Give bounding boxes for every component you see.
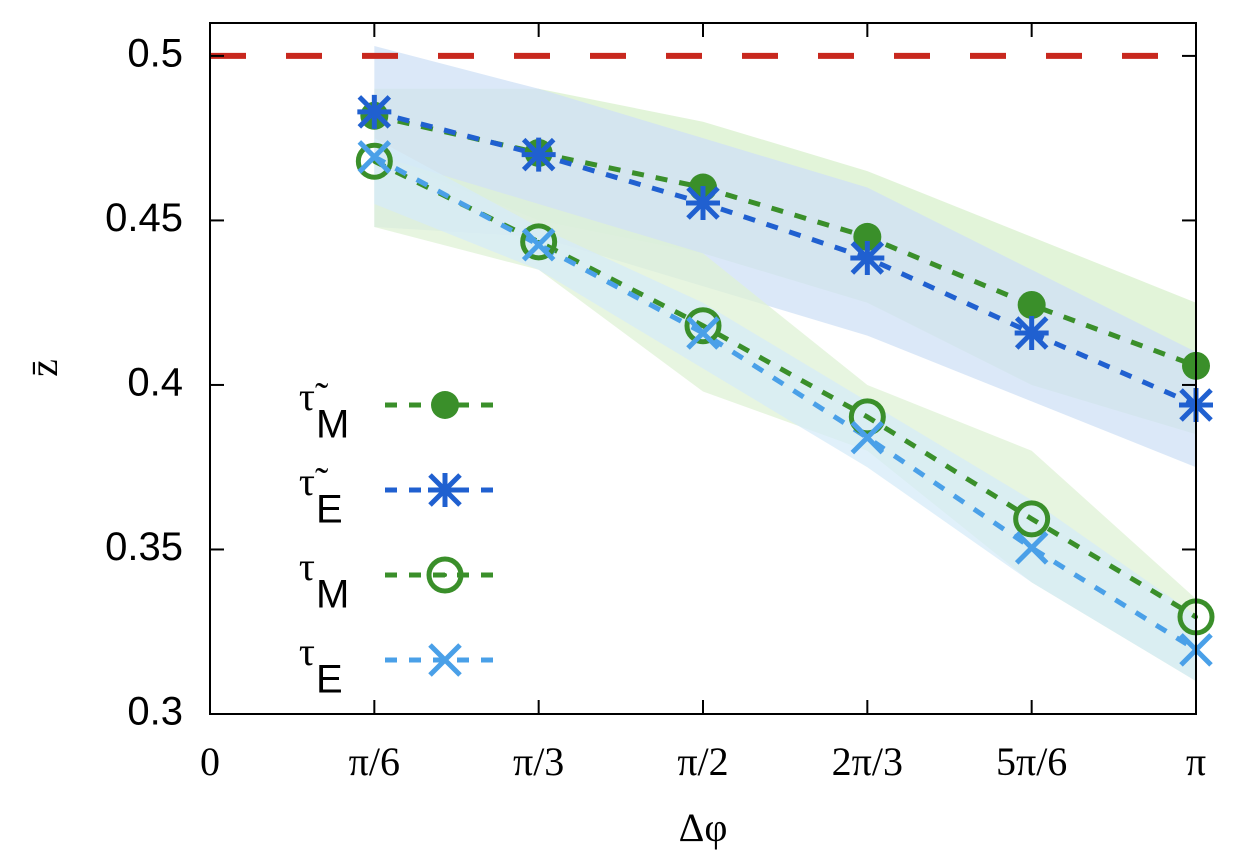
marker	[431, 391, 459, 419]
y-tick-label: 0.3	[127, 690, 183, 734]
marker-shape	[853, 222, 882, 251]
x-tick-label: π	[1186, 739, 1206, 784]
marker	[428, 473, 462, 507]
marker-shape	[357, 140, 392, 174]
error-band	[374, 46, 1196, 468]
plot-frame	[209, 22, 1197, 715]
marker-shape	[428, 643, 462, 677]
marker	[357, 140, 392, 174]
legend-subscript: E	[316, 488, 343, 532]
x-axis-label: Δφ	[679, 805, 728, 850]
y-tick-label: 0.5	[127, 31, 183, 75]
marker-shape	[357, 94, 392, 129]
marker-shape	[520, 223, 558, 261]
x-tick-label: 5π/6	[996, 739, 1067, 784]
marker	[426, 556, 464, 594]
marker-shape	[686, 316, 720, 350]
marker	[521, 137, 556, 172]
y-tick-label: 0.45	[105, 196, 183, 240]
marker-shape	[686, 185, 720, 220]
marker-shape	[701, 323, 705, 328]
y-tick-label: 0.4	[127, 361, 183, 405]
marker-shape	[1014, 315, 1049, 350]
marker-shape	[848, 398, 886, 436]
marker	[1014, 315, 1049, 350]
legend-subscript: M	[316, 403, 349, 447]
x-tick-label: π/2	[677, 739, 728, 784]
marker	[850, 420, 885, 455]
marker-shape	[1013, 500, 1051, 538]
marker	[1014, 531, 1049, 565]
marker-shape	[865, 414, 870, 419]
x-tick-label: π/6	[349, 739, 400, 784]
marker	[686, 185, 720, 220]
marker	[521, 228, 556, 262]
series-line	[373, 154, 1198, 652]
marker-shape	[443, 573, 447, 577]
y-tick-label: 0.35	[105, 525, 183, 569]
x-tick-label: 0	[200, 739, 220, 784]
legend-subscript: M	[316, 573, 349, 617]
marker	[850, 240, 885, 275]
marker	[686, 316, 720, 350]
marker	[1017, 290, 1046, 319]
marker	[684, 307, 722, 345]
marker	[357, 94, 392, 129]
marker-shape	[1014, 531, 1049, 565]
marker-shape	[521, 137, 556, 172]
marker-shape	[1017, 290, 1046, 319]
marker	[853, 222, 882, 251]
legend-label: τ	[299, 629, 315, 674]
marker-shape	[521, 228, 556, 262]
marker-shape	[1029, 516, 1034, 521]
marker-shape	[426, 556, 464, 594]
legend-label: τ	[299, 544, 315, 589]
marker	[428, 643, 462, 677]
marker-shape	[431, 391, 459, 419]
marker	[1013, 500, 1051, 538]
marker-shape	[850, 240, 885, 275]
marker-shape	[428, 473, 462, 507]
x-tick-label: 2π/3	[832, 739, 903, 784]
marker-shape	[684, 307, 722, 345]
error-band	[374, 138, 1196, 682]
y-axis-label: z̄	[21, 359, 66, 377]
marker-shape	[850, 420, 885, 455]
legend-subscript: E	[316, 658, 343, 702]
marker-shape	[355, 142, 393, 180]
series-line	[373, 109, 1198, 408]
x-tick-label: π/3	[513, 739, 564, 784]
marker	[848, 398, 886, 436]
